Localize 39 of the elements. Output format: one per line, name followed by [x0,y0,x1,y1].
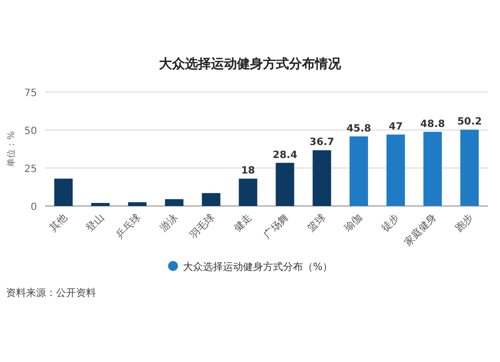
data-label: 48.8 [420,118,445,130]
bar [164,199,184,206]
bar [238,178,258,206]
y-tick-label: 25 [24,164,37,175]
data-label: 45.8 [346,123,372,134]
bar [128,202,147,206]
bar [91,202,110,206]
data-label: 28.4 [272,150,298,161]
x-tick-label: 徒步 [379,212,402,234]
x-tick-label: 游泳 [158,212,180,234]
x-tick-label: 登山 [84,212,106,234]
x-tick-label: 健走 [232,212,254,234]
bar [54,178,73,206]
data-label: 50.2 [457,116,482,128]
bar [276,162,294,206]
x-tick-label: 乒乓球 [114,212,144,242]
x-tick-label: 跑步 [453,212,476,234]
x-tick-label: 家庭健身 [402,212,439,248]
x-tick-label: 羽毛球 [188,212,218,242]
bar [312,150,332,206]
x-tick-label: 篮球 [305,212,328,234]
y-axis-title: 单位：% [6,130,17,167]
data-label: 18 [241,166,256,177]
bar [423,132,442,206]
x-tick-label: 广场舞 [261,212,292,242]
data-label: 36.7 [310,137,334,148]
data-label: 47 [388,122,403,133]
y-tick-label: 0 [30,202,37,213]
bar [350,136,368,206]
bar [386,134,405,206]
bar [460,130,479,206]
text: 资料来源：公开资料 [6,287,96,299]
x-tick-label: 瑜伽 [342,212,365,234]
y-tick-label: 50 [24,126,37,137]
bar [202,193,220,206]
x-tick-label: 其他 [46,212,70,234]
chart-title: 大众选择运动健身方式分布情况 [159,56,342,72]
y-tick-label: 75 [24,88,37,99]
legend-label: 大众选择运动健身方式分布（%） [183,261,333,273]
